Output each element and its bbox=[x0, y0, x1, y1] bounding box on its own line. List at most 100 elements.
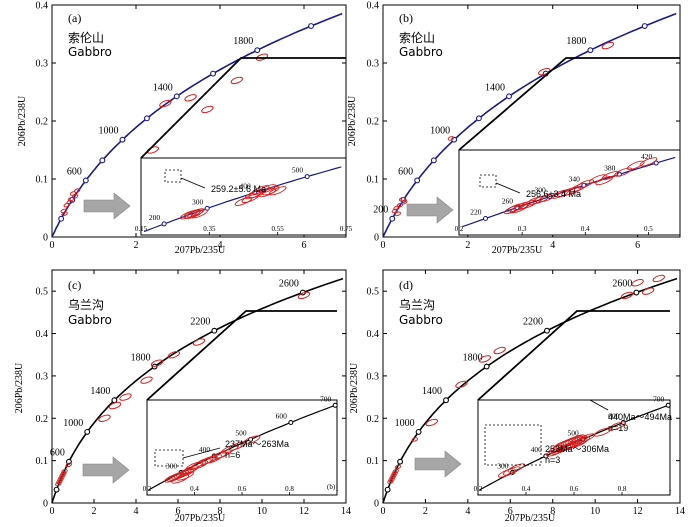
age-annotation: 440Ma～494Ma bbox=[608, 412, 672, 422]
data-ellipse bbox=[184, 94, 197, 102]
inset-data-ellipse bbox=[639, 157, 658, 167]
inset-age-marker bbox=[288, 419, 294, 425]
panel-a: 0 0.1 0.2 0.3 0.4 0 2 4 6 600 1000 1400 1800 (a) 索伦山Ga… bbox=[17, 1, 353, 257]
age-label: 1800 bbox=[131, 353, 151, 364]
y-tick-label: 0.5 bbox=[36, 287, 49, 298]
data-ellipse bbox=[74, 188, 81, 193]
age-label: 1800 bbox=[566, 36, 586, 47]
x-tick-label: 2 bbox=[92, 506, 97, 517]
inset-data-ellipse bbox=[199, 455, 218, 465]
inset-data-ellipse bbox=[268, 186, 287, 196]
data-ellipse bbox=[478, 355, 492, 363]
age-label: 1000 bbox=[395, 418, 415, 429]
inset-x-tick-label: 0.5 bbox=[644, 225, 653, 233]
age-label: 1800 bbox=[463, 353, 483, 364]
inset-zoom-frame bbox=[140, 57, 346, 159]
age-marker bbox=[414, 177, 421, 184]
data-ellipse bbox=[601, 41, 615, 50]
inset-x-tick-label: 0.4 bbox=[522, 485, 531, 493]
age-marker bbox=[308, 23, 315, 29]
data-ellipse bbox=[140, 376, 153, 384]
inset-age-label: 500 bbox=[235, 428, 247, 437]
data-ellipse bbox=[620, 291, 634, 300]
inset-data-ellipse bbox=[242, 435, 261, 445]
annotation-leader bbox=[182, 447, 221, 459]
data-ellipse bbox=[631, 279, 644, 287]
inset-data-ellipse bbox=[258, 184, 277, 194]
inset-age-label: 600 bbox=[276, 411, 288, 420]
x-tick-label: 0 bbox=[50, 240, 55, 251]
inset-data-ellipse bbox=[185, 461, 204, 471]
x-tick-label: 12 bbox=[299, 506, 309, 517]
inset-x-tick-label: 0.4 bbox=[581, 225, 590, 233]
age-marker bbox=[587, 47, 594, 54]
y-axis-label: 206Pb/238U bbox=[349, 362, 360, 413]
y-tick-label: 0.3 bbox=[367, 371, 380, 382]
inset-data-ellipse bbox=[608, 421, 627, 431]
age-marker bbox=[58, 215, 65, 222]
y-axis-label: 206Pb/238U bbox=[17, 95, 28, 146]
x-tick-label: 6 bbox=[176, 506, 181, 517]
inset-data-ellipse bbox=[562, 440, 581, 450]
highlight-box bbox=[484, 424, 542, 466]
data-ellipse bbox=[652, 274, 665, 283]
panel-label: (d) bbox=[399, 278, 413, 292]
inset-data-ellipse bbox=[502, 466, 521, 476]
data-ellipse bbox=[297, 291, 311, 300]
age-label: 1400 bbox=[90, 386, 110, 397]
inset-age-marker bbox=[304, 174, 310, 180]
inset-sub-label: (b) bbox=[327, 483, 336, 491]
y-tick-label: 0 bbox=[374, 499, 379, 510]
x-tick-label: 0 bbox=[50, 506, 55, 517]
data-ellipse bbox=[394, 464, 402, 470]
age-marker bbox=[210, 70, 216, 77]
y-tick-label: 0.1 bbox=[36, 175, 49, 186]
data-ellipse bbox=[425, 418, 439, 427]
age-marker bbox=[173, 93, 180, 100]
y-tick-label: 0 bbox=[43, 499, 48, 510]
inset-x-tick-label: 0.4 bbox=[190, 485, 199, 493]
inset-age-label: 600 bbox=[608, 411, 620, 420]
age-marker bbox=[254, 47, 261, 54]
age-label: 2600 bbox=[279, 279, 299, 290]
age-marker bbox=[397, 458, 404, 465]
inset-x-tick-label: 1 bbox=[668, 485, 672, 493]
age-marker bbox=[389, 215, 396, 222]
inset-data-ellipse bbox=[557, 187, 576, 198]
inset-age-label: 380 bbox=[604, 163, 616, 172]
data-ellipse bbox=[192, 338, 206, 346]
inset-data-ellipse bbox=[614, 167, 633, 177]
inset-data-ellipse bbox=[185, 209, 203, 219]
inset-age-marker bbox=[161, 221, 167, 227]
panel-label: (c) bbox=[68, 278, 81, 292]
y-tick-label: 0.1 bbox=[367, 175, 380, 186]
age-marker bbox=[641, 23, 648, 29]
inset-age-label: 300 bbox=[166, 461, 178, 470]
inset-age-label: 300 bbox=[192, 197, 204, 206]
inset-age-label: 500 bbox=[292, 166, 304, 175]
inset-x-tick-label: 0.2 bbox=[455, 225, 464, 233]
inset-data-ellipse bbox=[548, 444, 567, 454]
data-ellipse bbox=[641, 287, 655, 295]
inset-x-tick-label: 0.55 bbox=[272, 225, 285, 233]
data-ellipse bbox=[98, 414, 111, 422]
y-tick-label: 0.5 bbox=[367, 287, 380, 298]
inset-zoom-frame bbox=[477, 310, 670, 401]
panel-d: 00.10.20.30.40.50 2 4 6 8 10 12 141000140018002… bbox=[349, 269, 685, 524]
x-tick-label: 10 bbox=[257, 506, 267, 517]
age-marker bbox=[143, 115, 150, 122]
highlight-box bbox=[164, 169, 182, 183]
y-tick-label: 0 bbox=[374, 233, 379, 244]
x-tick-label: 12 bbox=[633, 506, 643, 517]
inset-age-label: 420 bbox=[641, 152, 653, 161]
inset-data-ellipse bbox=[176, 471, 194, 481]
inset-x-tick-label: 0.2 bbox=[143, 485, 152, 493]
age-label: 200 bbox=[373, 205, 388, 216]
y-tick-label: 0.3 bbox=[367, 59, 380, 70]
inset-x-tick-label: 0.3 bbox=[518, 225, 527, 233]
age-marker bbox=[84, 428, 91, 435]
age-marker bbox=[111, 397, 118, 404]
zoom-arrow bbox=[414, 450, 462, 478]
inset-x-tick-label: 0.2 bbox=[474, 485, 483, 493]
